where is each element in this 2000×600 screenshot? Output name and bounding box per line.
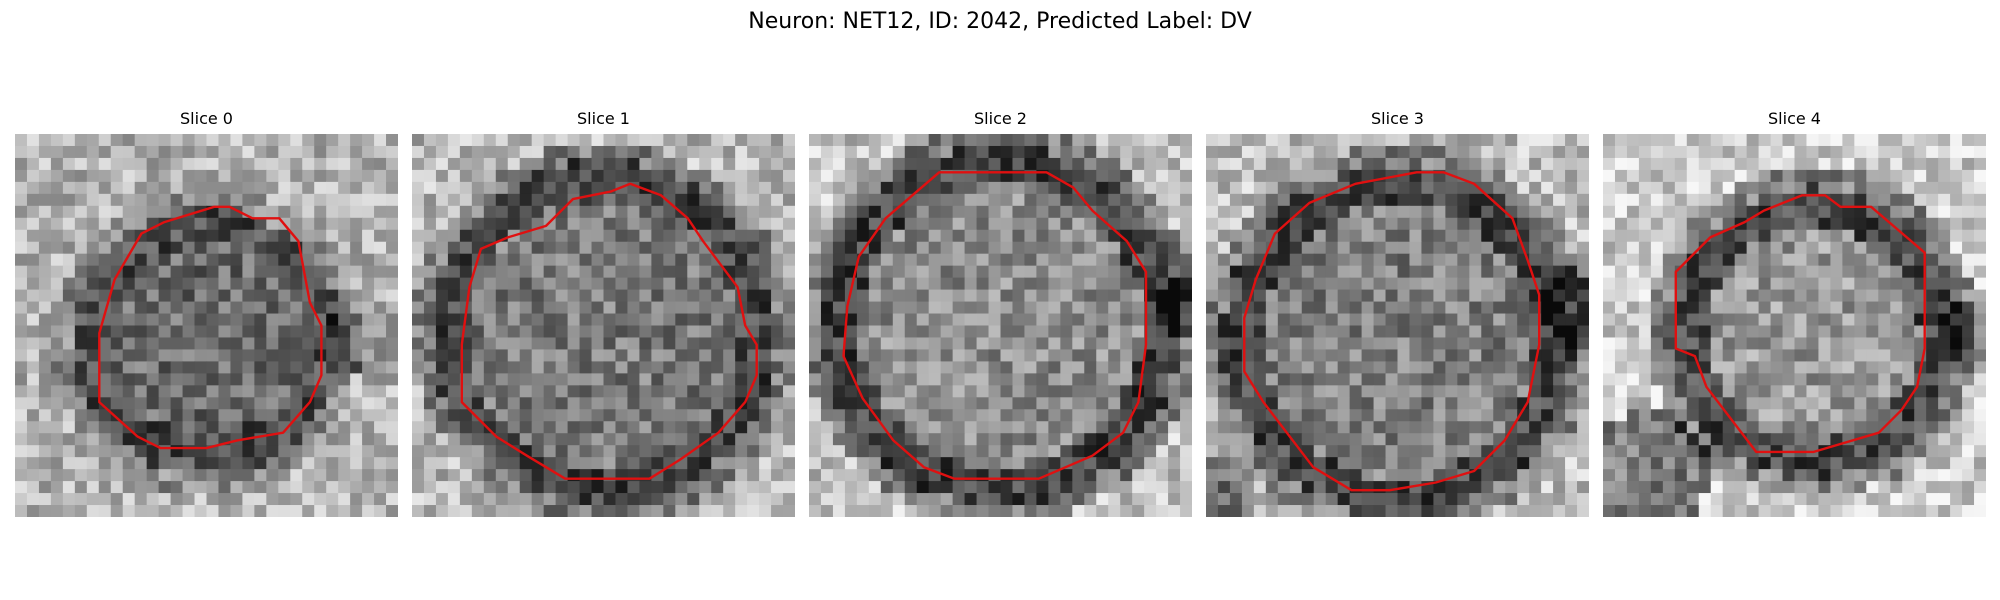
slice-image — [412, 134, 795, 517]
segmentation-contour — [460, 182, 758, 480]
slice-panel-3: Slice 3 — [1206, 108, 1589, 520]
slice-title: Slice 2 — [974, 109, 1027, 128]
figure-title: Neuron: NET12, ID: 2042, Predicted Label… — [748, 9, 1252, 34]
slice-image — [1206, 134, 1589, 517]
segmentation-contour — [98, 205, 323, 450]
slice-panel-4: Slice 4 — [1603, 108, 1986, 520]
slice-panel-1: Slice 1 — [412, 108, 795, 520]
slice-title: Slice 3 — [1371, 109, 1424, 128]
slice-panel-0: Slice 0 — [15, 108, 398, 520]
segmentation-contour — [1243, 171, 1541, 492]
slice-title: Slice 4 — [1768, 109, 1821, 128]
slice-title: Slice 0 — [180, 109, 233, 128]
segmentation-contour — [1674, 194, 1926, 454]
segmentation-contour — [842, 171, 1148, 480]
slice-image — [15, 134, 398, 517]
slice-image — [1603, 134, 1986, 517]
slice-panel-2: Slice 2 — [809, 108, 1192, 520]
slice-image — [809, 134, 1192, 517]
slice-title: Slice 1 — [577, 109, 630, 128]
